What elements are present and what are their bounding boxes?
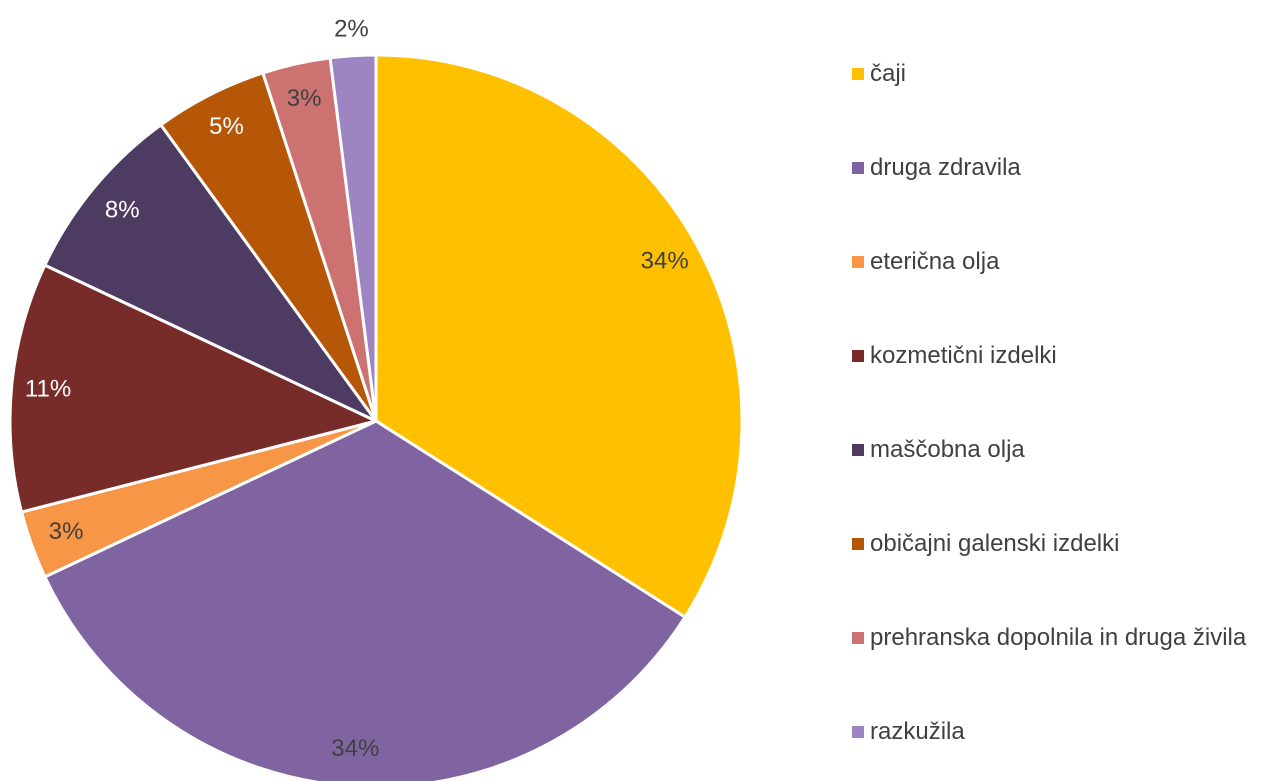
legend-item: maščobna olja [852,434,1252,465]
data-label: 3% [49,518,84,545]
legend-swatch [852,350,864,362]
legend-item: razkužila [852,716,1252,747]
legend-label: druga zdravila [870,154,1021,181]
legend-item: druga zdravila [852,152,1252,183]
data-label: 8% [105,196,140,223]
data-label: 5% [209,113,244,140]
legend-swatch [852,68,864,80]
data-label: 11% [25,375,71,402]
legend-item: kozmetični izdelki [852,340,1252,371]
legend-label: razkužila [870,718,965,745]
legend-item: čaji [852,58,1252,89]
legend-swatch [852,726,864,738]
pie-slice [8,263,381,514]
pie-slice [42,122,378,423]
legend-item: običajni galenski izdelki [852,528,1252,559]
legend-item: prehranska dopolnila in druga živila [852,622,1252,653]
legend-swatch [852,632,864,644]
pie-slice [328,53,378,422]
legend-label: kozmetični izdelki [870,342,1057,369]
pie-slice [374,53,744,620]
legend-label: običajni galenski izdelki [870,530,1120,557]
data-label: 2% [334,15,369,42]
legend-label: prehranska dopolnila in druga živila [870,624,1247,651]
legend-label: maščobna olja [870,436,1025,463]
data-label: 3% [287,85,322,112]
legend-swatch [852,538,864,550]
data-label: 34% [331,735,379,762]
pie-slice [42,419,688,781]
legend-swatch [852,256,864,268]
legend-swatch [852,162,864,174]
legend-item: eterična olja [852,246,1252,277]
legend-label: čaji [870,60,907,87]
data-label: 34% [641,248,689,275]
legend-label: eterična olja [870,248,1000,275]
legend-swatch [852,444,864,456]
